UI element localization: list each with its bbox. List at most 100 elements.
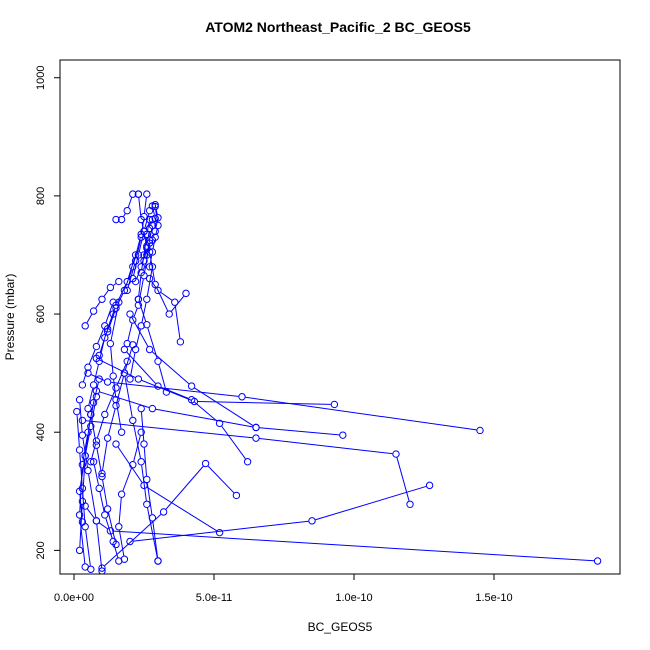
profile-series — [120, 369, 162, 565]
data-point — [154, 357, 162, 366]
data-point — [123, 286, 131, 295]
series-segment — [104, 514, 162, 567]
series-segment — [141, 379, 192, 401]
data-point — [476, 426, 484, 435]
series-segment — [118, 497, 122, 524]
series-segment — [141, 220, 145, 234]
data-point — [137, 263, 145, 271]
data-point — [137, 233, 145, 241]
data-point — [129, 190, 137, 198]
series-segment — [221, 425, 246, 460]
series-segment — [315, 485, 427, 521]
series-segment — [146, 222, 150, 231]
data-point — [112, 215, 120, 224]
series-segment — [123, 213, 126, 217]
data-point — [92, 437, 101, 445]
series-segment — [113, 530, 595, 562]
data-point — [182, 289, 190, 298]
series-segment — [85, 420, 253, 439]
x-tick-label: 0.0e+00 — [54, 592, 94, 604]
series-segment — [88, 349, 96, 365]
data-point — [98, 567, 106, 574]
data-point — [148, 404, 157, 413]
data-point — [75, 487, 84, 495]
series-segment — [151, 351, 190, 385]
data-point — [154, 221, 162, 230]
data-point — [89, 307, 98, 315]
data-point — [101, 410, 109, 419]
series-segment — [105, 391, 116, 412]
series-segment — [88, 388, 94, 406]
data-point — [131, 345, 140, 354]
data-point — [112, 396, 120, 404]
data-point — [75, 511, 84, 519]
data-point — [252, 434, 260, 442]
series-segment — [103, 290, 109, 297]
data-point — [112, 304, 120, 312]
data-point — [95, 357, 103, 366]
data-point — [134, 190, 143, 198]
data-point — [92, 342, 101, 351]
data-point — [145, 224, 154, 233]
data-point — [81, 563, 89, 571]
series-segment — [155, 408, 253, 428]
series-segment — [133, 308, 138, 317]
data-point — [134, 295, 143, 303]
series-segment — [76, 415, 80, 447]
series-segment — [88, 474, 97, 518]
series-segment — [116, 364, 127, 385]
data-point — [73, 407, 81, 416]
series-segment — [111, 381, 239, 397]
data-point — [129, 316, 137, 324]
series-segment — [147, 507, 158, 558]
data-point — [143, 320, 151, 329]
data-point — [187, 396, 196, 404]
series-segment — [96, 448, 102, 474]
data-point — [145, 263, 154, 271]
profile-series — [84, 369, 484, 435]
data-point — [330, 400, 339, 409]
series-segment — [135, 329, 141, 347]
series-segment — [127, 197, 133, 208]
profile-series — [120, 345, 252, 466]
series-segment — [197, 401, 331, 405]
series-segment — [127, 258, 135, 279]
data-point — [159, 508, 168, 516]
series-segment — [85, 429, 91, 453]
x-axis: 0.0e+00 5.0e-11 1.0e-10 1.5e-10 — [54, 574, 513, 604]
data-point — [137, 458, 145, 466]
series-segment — [259, 427, 340, 436]
data-point — [106, 283, 115, 292]
data-point — [123, 339, 131, 348]
data-point — [392, 450, 400, 458]
chart-title: ATOM2 Northeast_Pacific_2 BC_GEOS5 — [205, 19, 471, 35]
data-point — [84, 466, 92, 475]
series-segment — [99, 341, 105, 358]
series-segment — [97, 329, 104, 344]
series-segment — [133, 435, 141, 462]
data-point — [123, 277, 131, 286]
series-segment — [149, 255, 153, 264]
x-tick-label: 5.0e-11 — [196, 592, 233, 604]
x-tick-label: 1.5e-10 — [475, 592, 512, 604]
series-segment — [116, 403, 122, 429]
data-point — [171, 298, 179, 306]
series-segment — [149, 228, 153, 237]
series-segment — [99, 522, 108, 530]
data-point — [308, 517, 316, 525]
data-point — [78, 518, 87, 526]
profile-series — [112, 190, 143, 224]
series-segment — [146, 270, 153, 296]
series-segment — [108, 408, 116, 435]
series-segment — [152, 209, 155, 215]
data-point — [143, 242, 151, 250]
series-segment — [82, 435, 88, 462]
data-point — [81, 452, 89, 460]
data-point — [103, 505, 112, 513]
data-point — [98, 469, 106, 478]
series-segment — [93, 364, 99, 382]
y-tick-label: 200 — [35, 541, 47, 559]
data-point — [126, 310, 134, 318]
data-point — [123, 206, 131, 215]
data-point — [238, 393, 246, 401]
